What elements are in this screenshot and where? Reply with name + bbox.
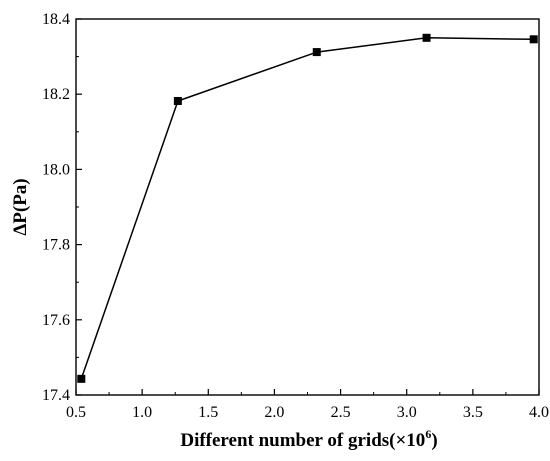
x-tick-label: 2.0 — [264, 404, 284, 421]
y-tick-label: 17.8 — [42, 237, 70, 254]
x-tick-label: 2.5 — [331, 404, 351, 421]
y-tick-label: 17.4 — [42, 387, 70, 404]
x-tick-label: 3.5 — [463, 404, 483, 421]
series-line — [80, 37, 534, 380]
plot-frame — [75, 18, 540, 396]
y-tick-label: 18.0 — [42, 161, 70, 178]
x-axis-title: Different number of grids(×106) — [180, 427, 437, 451]
data-point — [173, 96, 182, 105]
x-tick-label: 1.5 — [198, 404, 218, 421]
data-point — [422, 33, 431, 42]
x-tick-label: 0.5 — [66, 404, 86, 421]
data-point — [312, 48, 321, 57]
x-tick-label: 3.0 — [397, 404, 417, 421]
x-tick-label: 1.0 — [132, 404, 152, 421]
axis-ticks — [75, 18, 540, 396]
y-tick-label: 18.4 — [42, 11, 70, 28]
y-axis-title: ΔP(Pa) — [10, 178, 31, 235]
y-tick-label: 17.6 — [42, 312, 70, 329]
data-point — [529, 35, 538, 44]
data-point — [77, 374, 86, 383]
y-tick-label: 18.2 — [42, 86, 70, 103]
x-tick-label: 4.0 — [529, 404, 549, 421]
data-series — [77, 33, 538, 383]
tick-labels: 0.5 1.0 1.5 2.0 2.5 3.0 3.5 4.0 17.4 17.6 17.8 18.0… — [42, 11, 549, 421]
